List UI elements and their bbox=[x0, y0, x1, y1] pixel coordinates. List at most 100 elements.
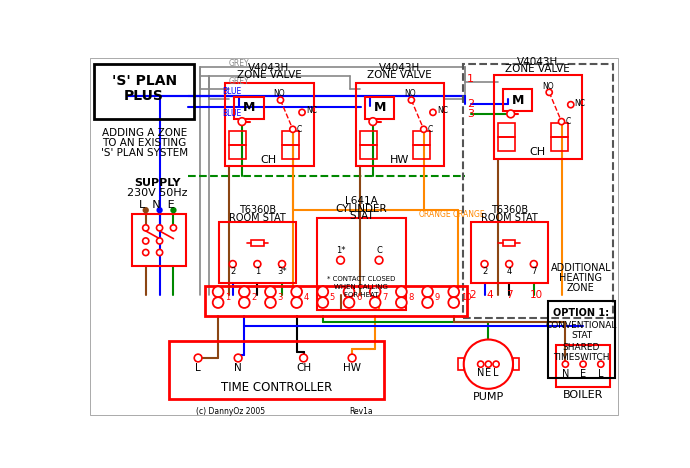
Bar bbox=[251, 240, 264, 246]
Text: * CONTACT CLOSED: * CONTACT CLOSED bbox=[327, 277, 395, 283]
Text: 4: 4 bbox=[486, 290, 493, 300]
Text: TIMESWITCH: TIMESWITCH bbox=[553, 353, 610, 362]
Text: 2: 2 bbox=[230, 267, 235, 276]
Bar bbox=[132, 214, 186, 266]
Circle shape bbox=[580, 361, 586, 367]
Circle shape bbox=[337, 256, 344, 264]
Text: C: C bbox=[376, 246, 382, 255]
Bar bbox=[551, 137, 568, 151]
Circle shape bbox=[171, 208, 176, 212]
Circle shape bbox=[369, 118, 377, 125]
Text: L  N  E: L N E bbox=[139, 200, 175, 210]
Text: T6360B: T6360B bbox=[491, 205, 528, 215]
Text: BLUE: BLUE bbox=[223, 87, 242, 96]
Text: E: E bbox=[580, 369, 586, 379]
Text: NC: NC bbox=[575, 99, 586, 108]
Text: BOILER: BOILER bbox=[563, 390, 603, 400]
Text: (c) DannyOz 2005: (c) DannyOz 2005 bbox=[196, 408, 265, 417]
Circle shape bbox=[562, 361, 569, 367]
Text: NO: NO bbox=[542, 82, 553, 91]
Bar bbox=[503, 240, 515, 246]
Text: GREY: GREY bbox=[229, 77, 250, 86]
Text: HW: HW bbox=[343, 363, 361, 373]
Bar bbox=[497, 137, 515, 151]
Text: ROOM STAT: ROOM STAT bbox=[229, 213, 286, 223]
Text: NO: NO bbox=[404, 89, 415, 98]
Text: CONVENTIONAL: CONVENTIONAL bbox=[546, 321, 618, 330]
Circle shape bbox=[290, 126, 296, 132]
Circle shape bbox=[448, 297, 459, 308]
Circle shape bbox=[448, 286, 459, 297]
Text: V4043H: V4043H bbox=[517, 57, 558, 66]
Bar bbox=[356, 83, 444, 166]
Text: M: M bbox=[373, 101, 386, 114]
Bar bbox=[219, 222, 296, 283]
Text: CH: CH bbox=[296, 363, 311, 373]
Text: 1: 1 bbox=[255, 267, 260, 276]
Text: L: L bbox=[195, 363, 201, 373]
Circle shape bbox=[157, 225, 163, 231]
Circle shape bbox=[144, 208, 148, 212]
Text: ZONE VALVE: ZONE VALVE bbox=[368, 70, 432, 80]
Circle shape bbox=[317, 297, 328, 308]
Circle shape bbox=[396, 286, 407, 297]
Circle shape bbox=[157, 249, 163, 256]
Text: NC: NC bbox=[437, 106, 448, 115]
Text: 10: 10 bbox=[461, 292, 471, 302]
Text: GREY: GREY bbox=[229, 58, 250, 67]
Text: 7: 7 bbox=[382, 292, 388, 302]
Circle shape bbox=[344, 286, 355, 297]
Text: L: L bbox=[598, 369, 604, 379]
Text: 5: 5 bbox=[330, 292, 335, 302]
Text: 7: 7 bbox=[531, 267, 537, 276]
Circle shape bbox=[279, 261, 286, 268]
Text: HW: HW bbox=[390, 155, 409, 165]
Circle shape bbox=[299, 110, 305, 116]
Text: WHEN CALLING: WHEN CALLING bbox=[335, 284, 388, 290]
Circle shape bbox=[430, 110, 436, 116]
Text: 230V 50Hz: 230V 50Hz bbox=[127, 188, 188, 198]
Bar bbox=[513, 358, 519, 370]
Text: 'S' PLAN SYSTEM: 'S' PLAN SYSTEM bbox=[101, 148, 188, 158]
Circle shape bbox=[370, 286, 381, 297]
Circle shape bbox=[422, 286, 433, 297]
Text: 3*: 3* bbox=[277, 267, 287, 276]
Circle shape bbox=[485, 361, 491, 367]
Circle shape bbox=[481, 261, 488, 268]
Circle shape bbox=[229, 261, 236, 268]
Circle shape bbox=[568, 102, 574, 108]
Bar bbox=[457, 358, 464, 370]
Circle shape bbox=[348, 354, 356, 362]
Circle shape bbox=[506, 261, 513, 268]
Circle shape bbox=[143, 238, 149, 244]
Circle shape bbox=[317, 286, 328, 297]
Text: 2: 2 bbox=[482, 267, 487, 276]
Bar bbox=[225, 83, 313, 166]
Bar bbox=[282, 131, 299, 145]
Bar bbox=[551, 123, 568, 137]
Text: HEATING: HEATING bbox=[560, 273, 602, 283]
Bar bbox=[365, 97, 395, 118]
Text: PUMP: PUMP bbox=[473, 392, 504, 402]
Circle shape bbox=[291, 297, 302, 308]
Text: 10: 10 bbox=[529, 290, 542, 300]
Circle shape bbox=[157, 238, 163, 244]
Text: ORANGE: ORANGE bbox=[419, 210, 451, 219]
Text: ROOM STAT: ROOM STAT bbox=[481, 213, 538, 223]
Circle shape bbox=[546, 89, 552, 95]
Text: 6: 6 bbox=[356, 292, 362, 302]
Circle shape bbox=[370, 297, 381, 308]
Bar bbox=[556, 345, 610, 387]
Circle shape bbox=[157, 208, 162, 212]
Text: STAT: STAT bbox=[571, 331, 592, 340]
Text: M: M bbox=[511, 94, 524, 107]
Text: PLUS: PLUS bbox=[124, 89, 164, 103]
Text: 2: 2 bbox=[469, 290, 475, 300]
Text: C: C bbox=[565, 117, 571, 126]
Text: L: L bbox=[493, 368, 499, 379]
Text: T6360B: T6360B bbox=[239, 205, 276, 215]
Text: ZONE VALVE: ZONE VALVE bbox=[237, 70, 302, 80]
Circle shape bbox=[344, 297, 355, 308]
Text: FOR HEAT: FOR HEAT bbox=[344, 292, 379, 298]
Bar bbox=[503, 89, 532, 111]
